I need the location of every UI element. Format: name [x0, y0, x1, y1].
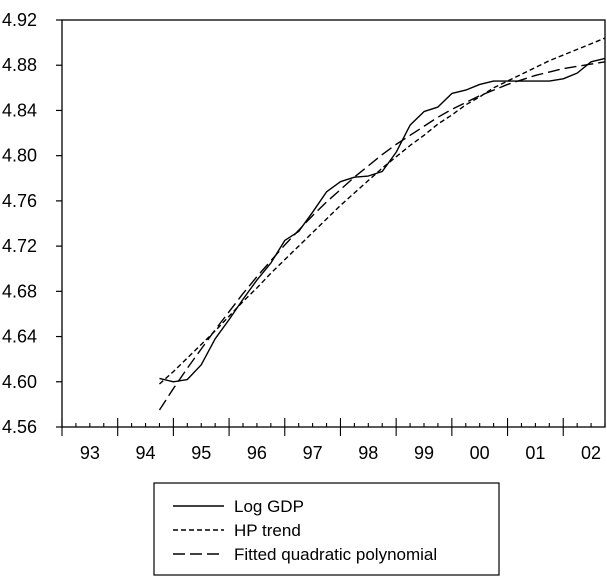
axis-ticks — [56, 19, 606, 436]
x-tick-label: 96 — [247, 443, 267, 463]
y-tick-label: 4.84 — [2, 100, 37, 120]
x-tick-label: 01 — [525, 443, 545, 463]
x-axis-tick-labels: 93 94 95 96 97 98 99 00 01 02 — [80, 443, 601, 463]
x-tick-label: 93 — [80, 443, 100, 463]
series-line-1 — [159, 57, 606, 383]
x-tick-label: 95 — [191, 443, 211, 463]
legend-entries: Log GDP HP trend Fitted quadratic polynomi… — [173, 497, 437, 564]
legend-label-1: Log GDP — [234, 497, 304, 516]
legend: Log GDP HP trend Fitted quadratic polynomi… — [153, 482, 500, 576]
y-tick-label: 4.92 — [2, 10, 37, 30]
y-tick-label: 4.68 — [2, 281, 37, 301]
y-tick-label: 4.88 — [2, 55, 37, 75]
series-group — [158, 37, 606, 411]
x-tick-label: 97 — [303, 443, 323, 463]
x-tick-label: 00 — [470, 443, 490, 463]
plot-frame — [61, 19, 606, 428]
legend-label-3: Fitted quadratic polynomial — [234, 545, 437, 564]
y-tick-label: 4.56 — [2, 417, 37, 437]
legend-label-2: HP trend — [234, 521, 301, 540]
y-tick-label: 4.76 — [2, 191, 37, 211]
x-tick-label: 99 — [414, 443, 434, 463]
series-line-2 — [158, 37, 606, 385]
y-axis-tick-labels: 4.56 4.60 4.64 4.68 4.72 4.76 4.80 4.84 4.88 4.92 — [2, 10, 37, 437]
legend-box — [153, 482, 500, 576]
y-tick-label: 4.60 — [2, 372, 37, 392]
y-tick-label: 4.80 — [2, 146, 37, 166]
x-tick-label: 02 — [581, 443, 601, 463]
x-tick-label: 94 — [136, 443, 156, 463]
series-line-3 — [158, 61, 606, 411]
y-tick-label: 4.72 — [2, 236, 37, 256]
y-tick-label: 4.64 — [2, 327, 37, 347]
x-tick-label: 98 — [358, 443, 378, 463]
